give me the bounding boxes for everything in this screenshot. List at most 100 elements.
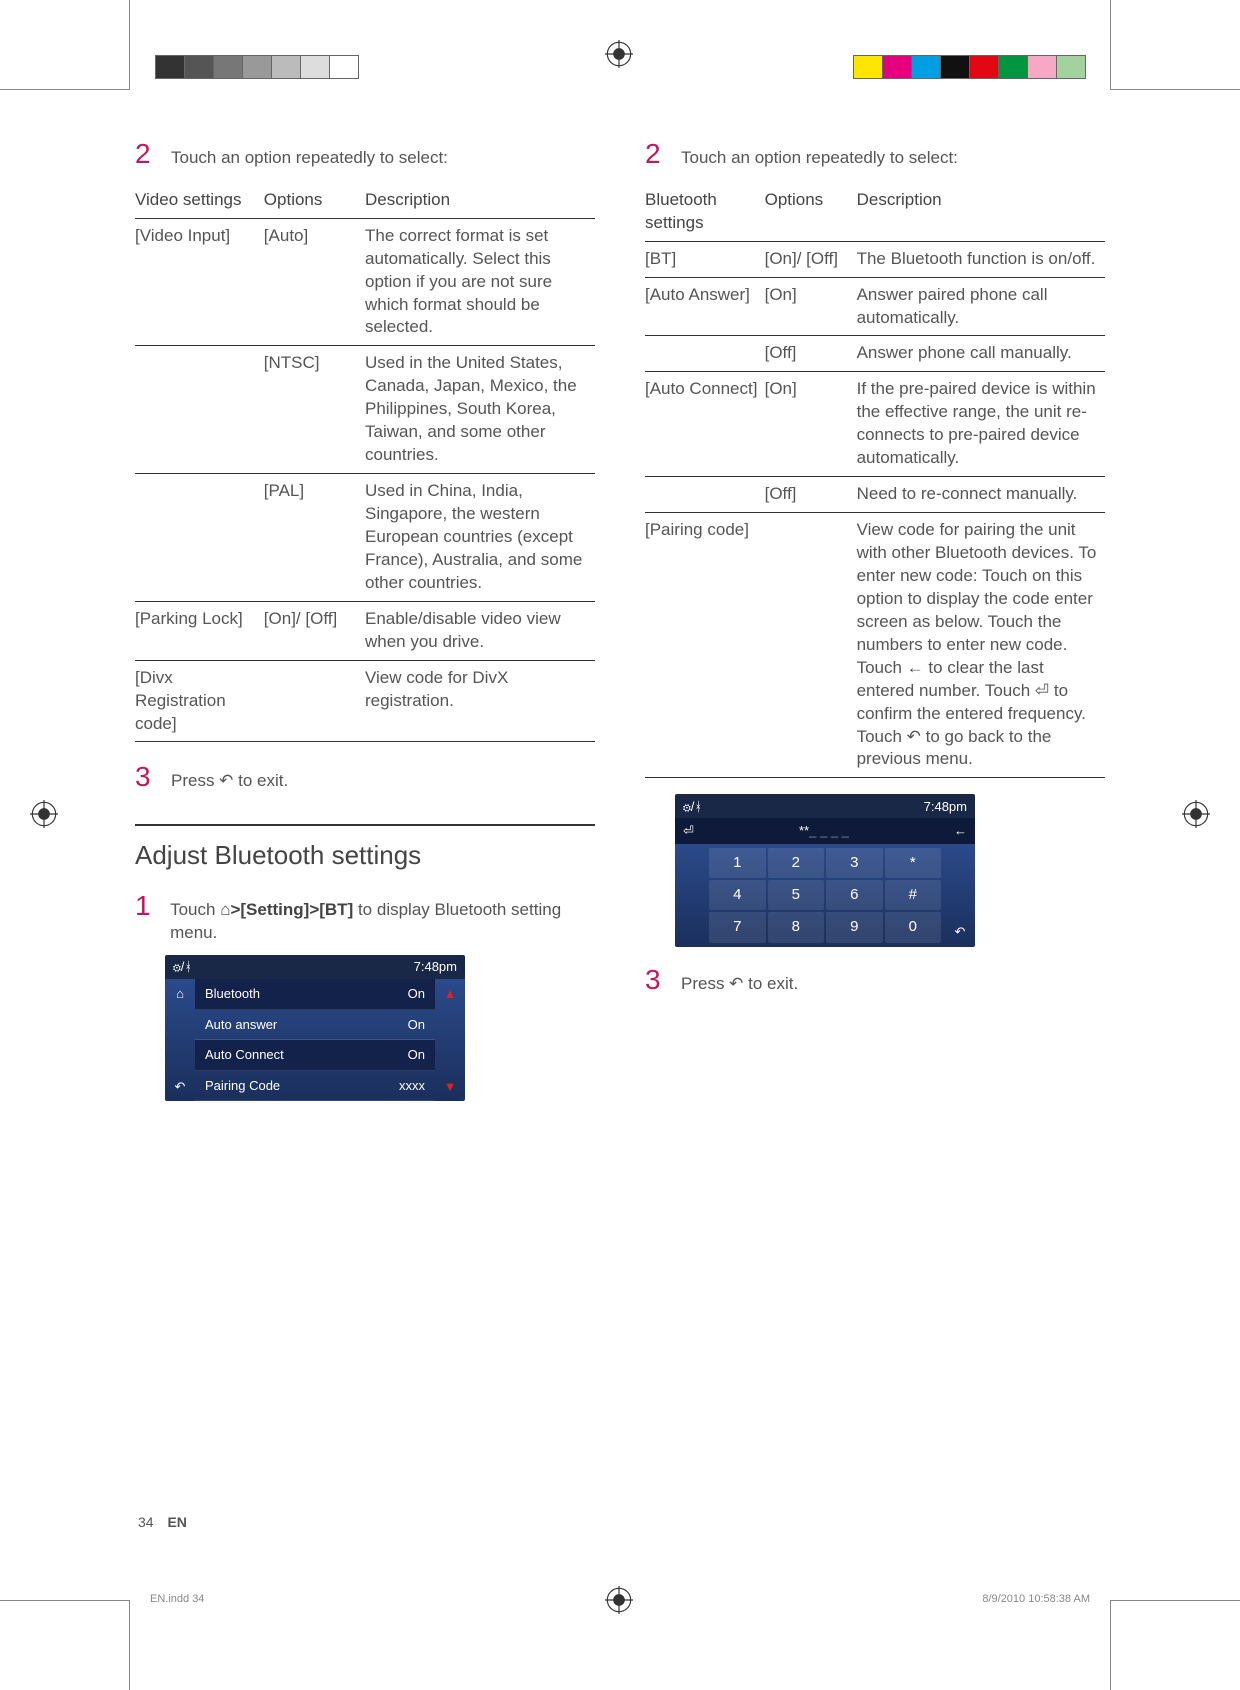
down-arrow-icon: ▼ <box>444 1078 457 1096</box>
page-footer: 34 EN <box>138 1514 187 1530</box>
table-cell: If the pre-paired device is within the e… <box>857 372 1105 477</box>
menu-row: Auto ConnectOn <box>195 1040 435 1071</box>
pairing-code-screenshot: ⚙/ᚼ 7:48pm ⏎ **_ _ _ _ ← 123* 456#7890 ↶ <box>675 794 975 946</box>
color-bar-right <box>853 55 1085 79</box>
step2r-text: Touch an option repeatedly to select: <box>681 147 958 170</box>
table-cell <box>135 346 264 474</box>
table-cell: Used in China, India, Singapore, the wes… <box>365 474 595 602</box>
crop-mark-tl <box>0 0 130 90</box>
table-cell: [Off] <box>765 477 857 513</box>
th-bt-settings: Bluetooth settings <box>645 183 765 241</box>
table-cell: [On]/ [Off] <box>765 241 857 277</box>
table-cell <box>264 660 365 742</box>
table-cell: View code for DivX registration. <box>365 660 595 742</box>
registration-mark-right <box>1182 800 1210 828</box>
table-cell: [BT] <box>645 241 765 277</box>
step3-text: Press ↶ to exit. <box>171 770 288 793</box>
back-icon: ↶ <box>175 1078 186 1096</box>
back-icon2: ↶ <box>955 923 966 941</box>
th-video-settings: Video settings <box>135 183 264 218</box>
keypad-key: 3 <box>826 848 883 878</box>
color-bar-left <box>155 55 358 79</box>
table-cell: [On] <box>765 372 857 477</box>
print-footer: EN.indd 34 8/9/2010 10:58:38 AM <box>150 1593 1090 1605</box>
step-number-2r: 2 <box>645 135 667 173</box>
step2-text: Touch an option repeatedly to select: <box>171 147 448 170</box>
table-cell: Answer phone call manually. <box>857 336 1105 372</box>
th-options: Options <box>264 183 365 218</box>
section-title-bluetooth: Adjust Bluetooth settings <box>135 824 595 873</box>
menu-row: BluetoothOn <box>195 979 435 1010</box>
step-number-2: 2 <box>135 135 157 173</box>
home-icon: ⌂ <box>176 985 184 1003</box>
table-cell <box>645 477 765 513</box>
keypad-key: 1 <box>709 848 766 878</box>
print-timestamp: 8/9/2010 10:58:38 AM <box>982 1593 1090 1605</box>
step-number-1: 1 <box>135 887 156 925</box>
table-cell: [Auto Answer] <box>645 277 765 336</box>
bluetooth-menu-screenshot: ⚙/ᚼ 7:48pm ⌂ ↶ BluetoothOnAuto answerOnA… <box>165 955 465 1101</box>
table-cell: [Auto Connect] <box>645 372 765 477</box>
keypad-key: 4 <box>709 880 766 910</box>
crop-mark-br <box>1110 1600 1240 1690</box>
table-cell: [Auto] <box>264 218 365 346</box>
registration-mark-left <box>30 800 58 828</box>
keypad-key: 2 <box>768 848 825 878</box>
enter-icon: ⏎ <box>683 822 694 840</box>
ss-time: 7:48pm <box>414 958 457 976</box>
table-cell <box>765 513 857 778</box>
table-cell <box>645 336 765 372</box>
print-file: EN.indd 34 <box>150 1593 204 1605</box>
keypad-key: * <box>885 848 942 878</box>
video-settings-table: Video settings Options Description [Vide… <box>135 183 595 743</box>
table-cell: View code for pairing the unit with othe… <box>857 513 1105 778</box>
menu-row: Pairing Codexxxx <box>195 1071 435 1102</box>
ss2-time: 7:48pm <box>924 798 967 816</box>
th-bt-description: Description <box>857 183 1105 241</box>
table-cell: Need to re-connect manually. <box>857 477 1105 513</box>
table-cell <box>135 474 264 602</box>
page-lang: EN <box>167 1514 186 1530</box>
crop-mark-tr <box>1110 0 1240 90</box>
right-column: 2 Touch an option repeatedly to select: … <box>645 135 1105 1555</box>
gear-bt-icon2: ⚙/ᚼ <box>683 798 702 816</box>
page-content: 2 Touch an option repeatedly to select: … <box>135 135 1105 1555</box>
registration-mark-top <box>605 40 633 68</box>
table-cell: [Off] <box>765 336 857 372</box>
table-cell: The correct format is set automatically.… <box>365 218 595 346</box>
keypad-key: 5 <box>768 880 825 910</box>
table-cell: [Video Input] <box>135 218 264 346</box>
crop-mark-bl <box>0 1600 130 1690</box>
table-cell: The Bluetooth function is on/off. <box>857 241 1105 277</box>
bluetooth-settings-table: Bluetooth settings Options Description [… <box>645 183 1105 779</box>
table-cell: [On] <box>765 277 857 336</box>
table-cell: Enable/disable video view when you drive… <box>365 601 595 660</box>
keypad-key: 8 <box>768 912 825 942</box>
table-cell: [On]/ [Off] <box>264 601 365 660</box>
up-arrow-icon: ▲ <box>444 985 457 1003</box>
step-number-3: 3 <box>135 758 157 796</box>
menu-row: Auto answerOn <box>195 1010 435 1041</box>
table-cell: [NTSC] <box>264 346 365 474</box>
keypad-key: # <box>885 880 942 910</box>
th-bt-options: Options <box>765 183 857 241</box>
left-column: 2 Touch an option repeatedly to select: … <box>135 135 595 1555</box>
step1-bt-text: Touch ⌂>[Setting]>[BT] to display Blueto… <box>170 899 595 945</box>
gear-bt-icon: ⚙/ᚼ <box>173 958 192 976</box>
keypad-key: 9 <box>826 912 883 942</box>
keypad-key: 0 <box>885 912 942 942</box>
step3r-text: Press ↶ to exit. <box>681 973 798 996</box>
keypad-key: 7 <box>709 912 766 942</box>
table-cell: [Divx Registration code] <box>135 660 264 742</box>
table-cell: Used in the United States, Canada, Japan… <box>365 346 595 474</box>
keypad-key: 6 <box>826 880 883 910</box>
table-cell: Answer paired phone call automatically. <box>857 277 1105 336</box>
backspace-icon: ← <box>954 822 967 840</box>
entry-value: **_ _ _ _ <box>799 822 849 840</box>
step-number-3r: 3 <box>645 961 667 999</box>
table-cell: [PAL] <box>264 474 365 602</box>
th-description: Description <box>365 183 595 218</box>
table-cell: [Pairing code] <box>645 513 765 778</box>
page-number: 34 <box>138 1514 154 1530</box>
table-cell: [Parking Lock] <box>135 601 264 660</box>
